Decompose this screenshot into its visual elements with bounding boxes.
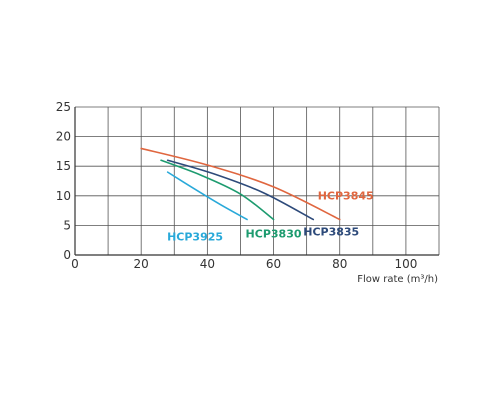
y-tick-label: 25 bbox=[56, 100, 71, 114]
x-tick-label: 60 bbox=[266, 257, 281, 271]
x-tick-label: 0 bbox=[71, 257, 79, 271]
x-tick-label: 80 bbox=[332, 257, 347, 271]
series-label-hcp3845: HCP3845 bbox=[318, 189, 374, 202]
chart-grid bbox=[75, 106, 440, 255]
y-tick-label: 10 bbox=[56, 189, 71, 203]
series-line-hcp3830 bbox=[160, 159, 275, 221]
chart-axes: 0 5 10 15 20 25 0 20 40 60 80 100 bbox=[56, 100, 439, 271]
chart-series-labels: HCP3925 HCP3830 HCP3835 HCP3845 bbox=[167, 189, 374, 243]
series-label-hcp3830: HCP3830 bbox=[246, 227, 302, 240]
series-label-hcp3835: HCP3835 bbox=[303, 225, 359, 238]
series-line-hcp3835 bbox=[166, 159, 315, 221]
x-tick-label: 40 bbox=[200, 257, 215, 271]
chart-series bbox=[140, 147, 341, 221]
y-tick-label: 0 bbox=[63, 248, 71, 262]
series-line-hcp3925 bbox=[166, 171, 248, 221]
series-label-hcp3925: HCP3925 bbox=[167, 230, 223, 243]
y-tick-label: 15 bbox=[56, 159, 71, 173]
y-tick-label: 5 bbox=[63, 218, 71, 232]
x-axis-label: Flow rate (m³/h) bbox=[357, 274, 438, 285]
series-line-hcp3845 bbox=[140, 147, 341, 221]
y-tick-label: 20 bbox=[56, 130, 71, 144]
x-tick-label: 20 bbox=[134, 257, 149, 271]
x-tick-label: 100 bbox=[394, 257, 417, 271]
